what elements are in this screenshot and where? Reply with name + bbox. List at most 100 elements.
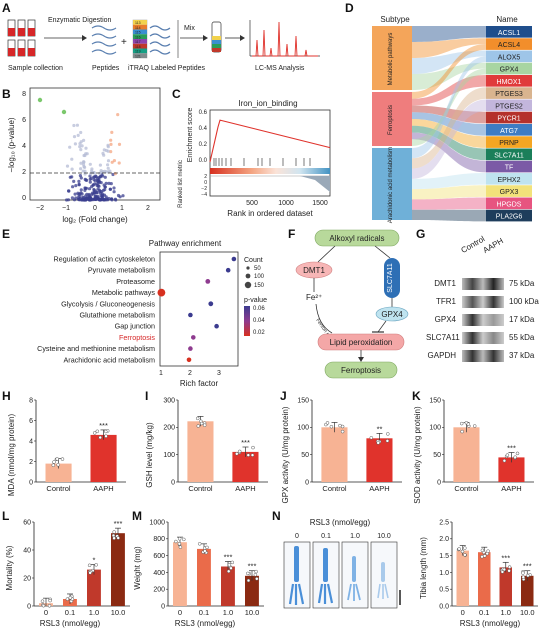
gsea-hit-ticks <box>213 158 311 166</box>
wb-row: GPX4 17 kDa <box>434 314 535 326</box>
panel-d: D Subtype Name Metabolic pathways Ferropt… <box>345 1 532 223</box>
svg-text:4: 4 <box>22 143 26 150</box>
sankey-name-node <box>486 209 532 222</box>
data-point <box>104 434 108 438</box>
svg-text:119: 119 <box>135 50 141 54</box>
data-point <box>205 545 209 550</box>
svg-text:50: 50 <box>254 266 261 272</box>
sankey-name-node <box>486 197 532 210</box>
panel-b-label: B <box>2 87 11 101</box>
sankey-name-node <box>486 185 532 197</box>
volcano-point <box>102 153 106 157</box>
pathway-dot <box>205 279 211 284</box>
volcano-point <box>79 176 83 180</box>
itraq-tags: 113 114 115 116 117 118 119 121 <box>132 19 148 59</box>
bar-y-tick: 1.5 <box>439 553 449 560</box>
svg-text:500: 500 <box>246 200 258 207</box>
bar <box>173 542 187 606</box>
sankey-name-node <box>486 87 532 99</box>
bar-x-tick: 10.0 <box>245 608 260 617</box>
bar-y-tick: 100 <box>163 452 175 459</box>
data-point <box>112 530 116 534</box>
ferroptosis-node <box>324 361 398 379</box>
bar-x-tick: 0.1 <box>479 608 489 617</box>
volcano-point <box>102 198 106 202</box>
svg-text:6: 6 <box>22 117 26 124</box>
volcano-point <box>76 133 80 137</box>
volcano-point <box>95 191 99 195</box>
data-point <box>55 457 59 461</box>
bar-x-tick: Control <box>454 484 479 493</box>
data-point <box>112 536 116 540</box>
volcano-point <box>90 167 94 171</box>
bar-y-tick: 200 <box>153 587 165 594</box>
bar-x-tick: Control <box>322 484 347 493</box>
bar-y-tick: 800 <box>153 536 165 543</box>
i-ylabel: GSH level (mg/kg) <box>145 422 154 488</box>
svg-text:2: 2 <box>146 205 150 212</box>
n-xlabel: RSL3 (nmol/egg) <box>460 619 521 628</box>
volcano-point <box>114 198 118 202</box>
panel-f: F Alkoxyl radicals DMT1 Fe²⁺ Fenton reac… <box>288 227 409 379</box>
data-point <box>507 569 511 573</box>
enrichment-x-label: Rich factor <box>180 379 219 388</box>
bar-x-tick: 1.0 <box>223 608 233 617</box>
sankey-col-subtype: Subtype <box>380 15 410 24</box>
wb-row: SLC7A11 55 kDa <box>426 332 535 344</box>
step-itraq: iTRAQ Labeled Peptides <box>128 65 206 72</box>
volcano-point <box>72 179 76 183</box>
bar-y-tick: 0 <box>171 479 175 486</box>
volcano-point <box>79 188 83 192</box>
sankey-name-node <box>486 62 532 75</box>
data-point <box>463 553 467 557</box>
volcano-point <box>105 170 109 174</box>
bar-y-tick: 0 <box>29 479 33 486</box>
h-ylabel: MDA (nmol/mg protein) <box>7 414 16 497</box>
svg-text:100: 100 <box>254 274 265 280</box>
bar <box>321 427 348 482</box>
significance-mark: * <box>93 556 96 565</box>
significance-mark: *** <box>241 438 250 447</box>
data-point <box>254 569 258 574</box>
data-point <box>521 575 526 579</box>
step-mix: Mix <box>184 25 195 32</box>
volcano-point <box>92 190 96 195</box>
panel-b: B −2 −1 0 1 2 0 2 4 6 8 log₂ (Fold chang… <box>2 87 161 224</box>
pathway-dot <box>157 288 166 297</box>
gsea-y2-label: Ranked list metric <box>178 160 184 208</box>
svg-text:0: 0 <box>295 533 299 540</box>
sankey-name-node <box>486 160 532 173</box>
data-point <box>376 441 380 445</box>
sankey-name-node <box>486 50 532 63</box>
bar-x-tick: 10.0 <box>111 608 126 617</box>
volcano-point <box>109 182 113 186</box>
sankey-col-name: Name <box>496 15 518 24</box>
svg-text:−2: −2 <box>36 205 44 212</box>
volcano-point <box>101 188 105 192</box>
bar <box>45 463 72 482</box>
data-point <box>92 431 97 435</box>
bar-y-tick: 1.0 <box>439 570 449 577</box>
data-point <box>203 549 207 553</box>
volcano-x-label: log₂ (Fold change) <box>62 215 128 224</box>
volcano-point <box>74 184 78 188</box>
fe-label: Fe²⁺ <box>306 293 322 302</box>
plus-sign: + <box>121 37 127 48</box>
enrichment-frame <box>159 251 239 367</box>
volcano-point <box>104 181 108 185</box>
bar-x-tick: AAPH <box>235 484 255 493</box>
svg-text:117: 117 <box>135 40 141 44</box>
svg-text:3: 3 <box>217 370 221 377</box>
data-point <box>182 537 186 542</box>
volcano-point <box>79 161 83 165</box>
data-point <box>178 545 183 549</box>
pathway-dot <box>231 256 237 262</box>
svg-text:1.0: 1.0 <box>350 533 360 540</box>
bar-y-tick: 2.5 <box>439 519 449 526</box>
sankey-flow <box>412 99 486 179</box>
data-point <box>104 429 108 434</box>
sankey-flow <box>412 173 486 190</box>
bar-x-tick: 0.1 <box>65 608 75 617</box>
bar-y-tick: 60 <box>23 519 31 526</box>
